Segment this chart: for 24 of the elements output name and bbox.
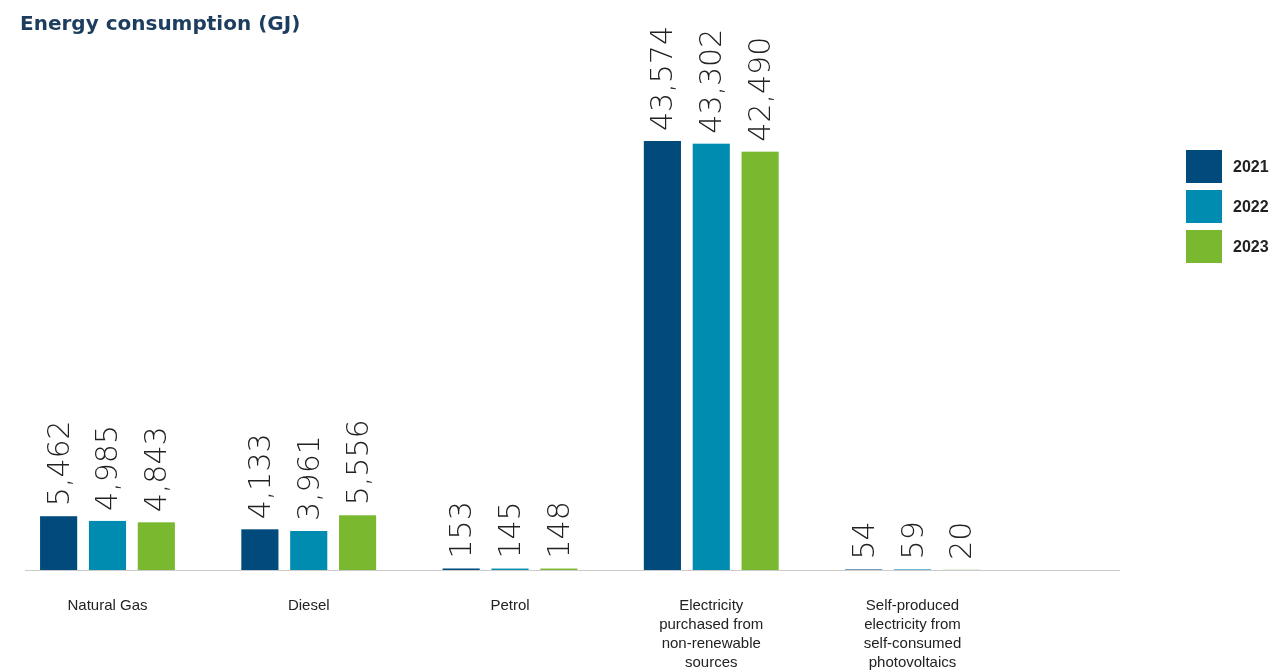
chart-title: Energy consumption (GJ) [20, 11, 301, 35]
legend-label: 2022 [1233, 198, 1269, 215]
data-label: 4,133 [241, 433, 277, 520]
data-label: 153 [443, 501, 479, 559]
x-tick-label: Natural Gas [67, 596, 148, 613]
data-label: 4,985 [89, 425, 125, 511]
x-tick-label: Self-produced electricity from self-consumed photovoltaics [863, 596, 962, 670]
data-label: 5,462 [40, 420, 76, 507]
data-label: 43,574 [644, 26, 680, 131]
x-tick-label: Petrol [490, 596, 530, 613]
data-label: 148 [540, 501, 576, 559]
legend-label: 2021 [1233, 158, 1269, 175]
x-tick-label: Diesel [287, 596, 330, 613]
data-label: 145 [492, 501, 527, 559]
data-label: 42,490 [742, 36, 778, 142]
data-label: 5,556 [339, 419, 375, 506]
data-label: 3,961 [290, 435, 326, 521]
x-tick-label: Electricity purchased from non-renewable sources [659, 596, 764, 670]
data-label: 4,843 [138, 426, 174, 513]
data-label: 54 [845, 521, 881, 560]
data-label: 43,302 [693, 28, 729, 134]
data-label: 20 [943, 521, 979, 560]
legend-label: 2023 [1233, 238, 1269, 255]
data-label: 59 [894, 521, 930, 560]
